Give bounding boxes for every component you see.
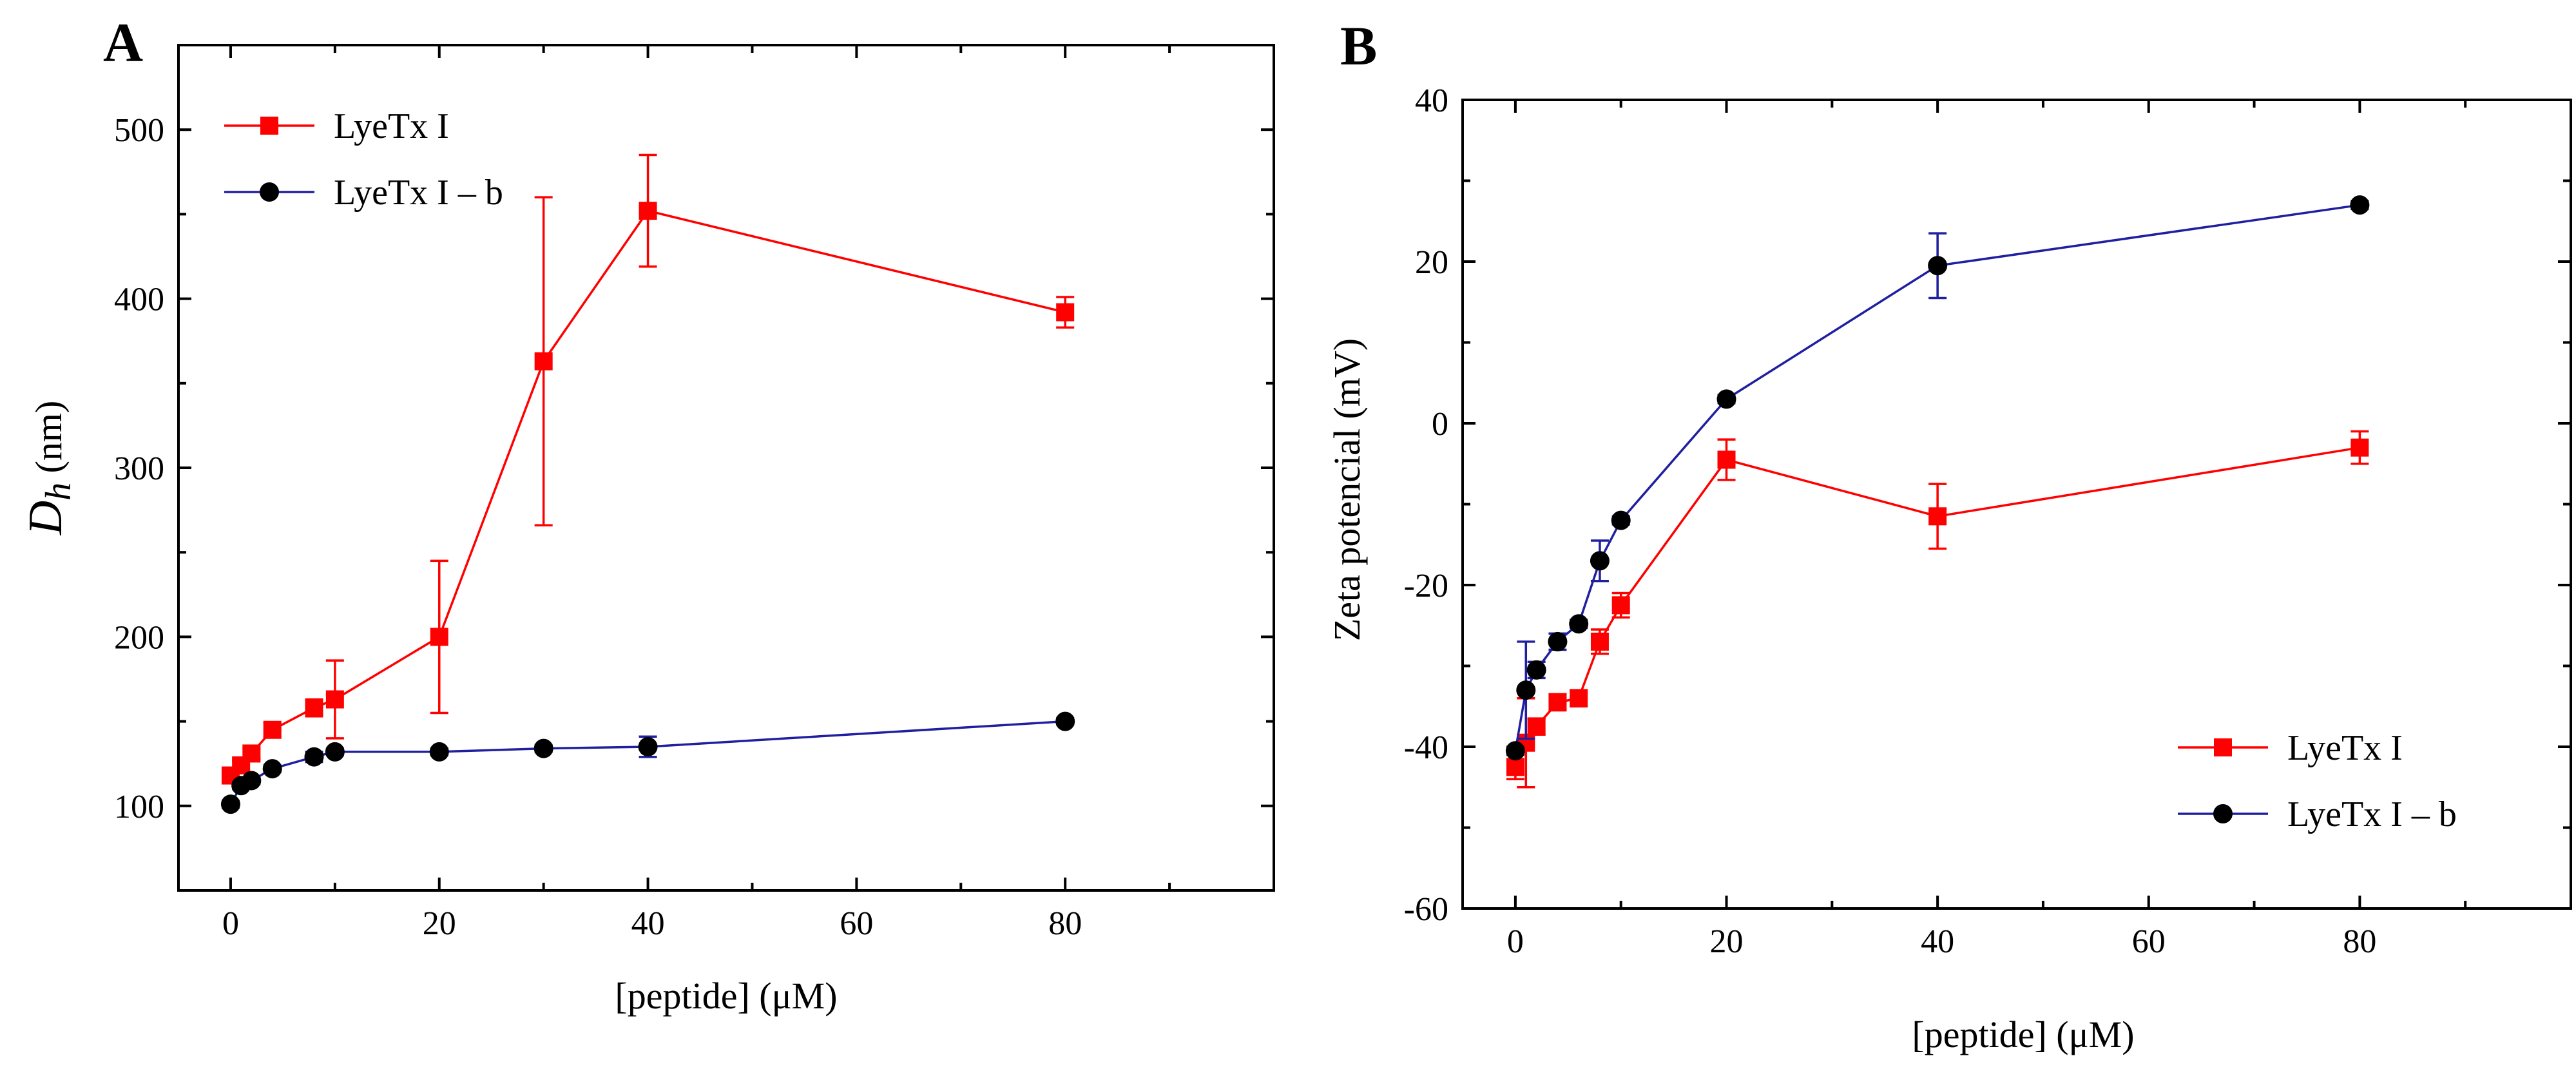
panel-a-x-tick-label: 20 bbox=[423, 905, 456, 942]
panel-a-legend-marker-0 bbox=[260, 117, 278, 135]
panel-b-series-lyetx-i-b-line bbox=[1514, 204, 2360, 751]
panel-a-series-lyetx-i-b-point bbox=[220, 794, 240, 814]
panel-a-series-lyetx-i-point bbox=[430, 628, 448, 646]
panel-a-series-lyetx-i-point bbox=[325, 690, 344, 709]
panel-a-x-tick-label: 40 bbox=[631, 905, 665, 942]
panel-b-y-tick-label: -40 bbox=[1404, 729, 1448, 766]
panel-a-y-tick-label: 100 bbox=[114, 789, 164, 825]
panel-a-series-lyetx-i-b-point bbox=[262, 759, 282, 779]
panel-a-series-lyetx-i bbox=[221, 153, 1075, 785]
panel-a-series-lyetx-i-b bbox=[220, 711, 1075, 814]
panel-b-series-lyetx-i-point bbox=[1590, 632, 1609, 651]
panel-a-series-lyetx-i-point bbox=[639, 202, 657, 220]
panel-b-series-lyetx-i-point bbox=[2350, 438, 2369, 457]
panel-b-x-tick-label: 80 bbox=[2343, 923, 2376, 960]
panel-a-series-lyetx-i-b-point bbox=[242, 771, 262, 791]
panel-b-legend-marker-0 bbox=[2214, 738, 2232, 756]
panel-b-series-lyetx-i-point bbox=[1928, 507, 1947, 526]
panel-a-series-lyetx-i-b-point bbox=[533, 738, 553, 758]
panel-a-series-lyetx-i-point bbox=[242, 744, 261, 763]
panel-a-x-axis-title: [peptide] (μM) bbox=[615, 975, 837, 1017]
panel-b-series-lyetx-i-b-point bbox=[1569, 614, 1589, 634]
panel-b-y-tick-label: 0 bbox=[1432, 406, 1448, 443]
panel-a-series-lyetx-i-point bbox=[305, 698, 323, 717]
panel-a-legend-label-1: LyeTx I – b bbox=[334, 173, 503, 213]
panel-b-legend-label-1: LyeTx I – b bbox=[2287, 794, 2457, 834]
panel-a-y-axis-title-main: D bbox=[19, 501, 72, 535]
panel-b-legend-marker-1 bbox=[2213, 804, 2233, 823]
panel-b-series-lyetx-i-point bbox=[1527, 717, 1546, 736]
panel-b-y-tick-label: 40 bbox=[1415, 82, 1448, 119]
panel-b-series-lyetx-i bbox=[1506, 430, 2369, 789]
panel-a-series-lyetx-i-b-point bbox=[1055, 711, 1075, 731]
panel-a-series-lyetx-i-point bbox=[1056, 303, 1075, 322]
panel-b-y-axis-title: Zeta potencial (mV) bbox=[1326, 338, 1368, 641]
panel-a-legend-marker-1 bbox=[260, 182, 279, 202]
panel-b-y-tick-label: -60 bbox=[1404, 891, 1448, 928]
panel-b-series-lyetx-i-b-point bbox=[1590, 551, 1610, 571]
panel-b-x-tick-label: 20 bbox=[1710, 923, 1744, 960]
panel-a-series-lyetx-i-b-line bbox=[229, 720, 1066, 805]
panel-a-x-tick-label: 60 bbox=[840, 905, 873, 942]
panel-a-y-tick-label: 200 bbox=[114, 619, 164, 656]
panel-a-group: 0 20 40 60 80 100 200 300 400 500 [peptide] (μM) Dh… bbox=[19, 44, 1275, 1017]
panel-b-series-lyetx-i-b-point bbox=[1928, 256, 1948, 276]
panel-b-series-lyetx-i-point bbox=[1570, 689, 1588, 707]
panel-b-series-lyetx-i-b-point bbox=[1548, 631, 1568, 651]
panel-b-y-tick-label: 20 bbox=[1415, 244, 1448, 281]
panel-b-group: 0 20 40 60 80 -60 -40 -20 0 20 40 [peptide] (μM) Zet… bbox=[1326, 82, 2572, 1055]
panel-b-x-tick-label: 40 bbox=[1921, 923, 1954, 960]
panel-b-series-lyetx-i-b-point bbox=[2350, 195, 2370, 215]
panel-b-series-lyetx-i-b bbox=[1505, 195, 2370, 761]
panel-b-y-tick-label: -20 bbox=[1404, 568, 1448, 604]
panel-b-series-lyetx-i-point bbox=[1611, 596, 1630, 615]
panel-b-series-lyetx-i-point bbox=[1717, 450, 1736, 469]
panel-b-series-lyetx-i-b-point bbox=[1505, 741, 1525, 761]
panel-a-series-lyetx-i-b-point bbox=[304, 747, 324, 767]
panel-a-y-tick-label: 400 bbox=[114, 282, 164, 318]
panel-b-x-tick-label: 60 bbox=[2132, 923, 2166, 960]
panel-a-series-lyetx-i-point bbox=[263, 720, 282, 739]
panel-a-y-tick-label: 300 bbox=[114, 450, 164, 487]
panel-b-x-axis-title: [peptide] (μM) bbox=[1912, 1014, 2134, 1055]
panel-a-y-axis-title-sub: h bbox=[39, 483, 79, 501]
panel-a-x-tick-label: 80 bbox=[1048, 905, 1082, 942]
panel-a-series-lyetx-i-point bbox=[534, 352, 553, 370]
panel-a-y-axis-title-units: (nm) bbox=[28, 401, 70, 483]
panel-label-a: A bbox=[103, 12, 143, 73]
panel-a-y-axis-title: Dh (nm) bbox=[19, 401, 79, 536]
panel-a-series-lyetx-i-b-point bbox=[638, 736, 658, 756]
panel-a-series-lyetx-i-b-point bbox=[325, 742, 345, 762]
panel-a-x-tick-label: 0 bbox=[222, 905, 239, 942]
panel-b-series-lyetx-i-b-point bbox=[1716, 389, 1736, 409]
panel-a-series-lyetx-i-line bbox=[229, 209, 1066, 776]
panel-a-series-lyetx-i-b-point bbox=[429, 742, 449, 762]
panel-b-series-lyetx-i-b-point bbox=[1516, 680, 1536, 700]
panel-b-legend-label-0: LyeTx I bbox=[2287, 728, 2403, 768]
panel-b-series-lyetx-i-point bbox=[1506, 758, 1524, 776]
panel-a-y-tick-label: 500 bbox=[114, 112, 164, 149]
panel-label-b: B bbox=[1340, 15, 1377, 77]
panel-a-plot-frame bbox=[177, 44, 1275, 892]
panel-b-series-lyetx-i-b-point bbox=[1611, 510, 1631, 530]
panel-b-series-lyetx-i-point bbox=[1548, 693, 1567, 711]
panel-b-series-lyetx-i-b-point bbox=[1526, 660, 1546, 680]
panel-b-x-tick-label: 0 bbox=[1507, 923, 1524, 960]
panel-a-legend-label-0: LyeTx I bbox=[334, 106, 449, 146]
